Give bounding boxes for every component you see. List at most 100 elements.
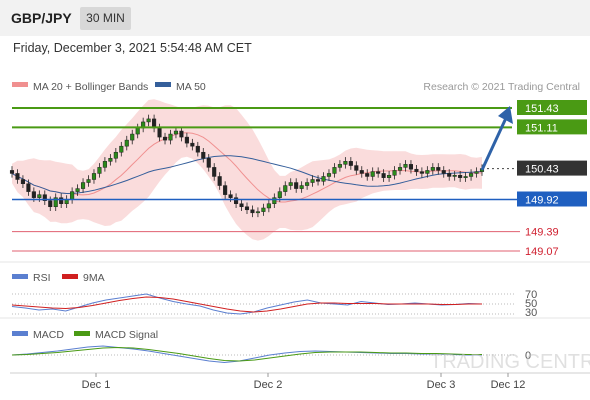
candle bbox=[414, 164, 419, 176]
credit-label: Research © 2021 Trading Central bbox=[423, 81, 580, 93]
candle bbox=[20, 175, 25, 188]
timeframe-button[interactable]: 30 MIN bbox=[80, 7, 131, 30]
candle bbox=[119, 141, 124, 157]
candle-body bbox=[31, 191, 36, 198]
candle-body bbox=[130, 133, 135, 141]
datetime-label: Friday, December 3, 2021 5:54:48 AM CET bbox=[13, 41, 252, 55]
rsi-legend-swatch bbox=[12, 274, 28, 279]
level-label-151.11: 151.11 bbox=[525, 122, 558, 134]
macd-legend-swatch bbox=[12, 331, 28, 336]
candle-body bbox=[15, 173, 20, 180]
candle-body bbox=[135, 127, 140, 135]
candle bbox=[337, 160, 342, 172]
watermark: TRADING CENTRAL bbox=[430, 351, 590, 373]
candle-body bbox=[348, 161, 353, 166]
candle-body bbox=[474, 171, 479, 174]
candle bbox=[469, 169, 474, 181]
level-box-149.92 bbox=[517, 191, 587, 207]
candle bbox=[206, 154, 211, 172]
candle bbox=[425, 166, 430, 178]
candle-body bbox=[414, 168, 419, 172]
candle-body bbox=[250, 209, 255, 214]
candle bbox=[348, 157, 353, 170]
candle-body bbox=[321, 176, 326, 182]
candle bbox=[86, 175, 91, 187]
candle-body bbox=[86, 179, 91, 183]
candle-body bbox=[239, 203, 244, 208]
candle bbox=[376, 167, 381, 178]
candle-body bbox=[272, 197, 277, 204]
candle bbox=[255, 207, 260, 218]
candle bbox=[146, 114, 151, 127]
candle-body bbox=[430, 167, 435, 171]
candle-body bbox=[387, 175, 392, 178]
candle bbox=[321, 172, 326, 186]
candle bbox=[447, 169, 452, 181]
candle-body bbox=[217, 176, 222, 186]
rsi-legend-label: RSI bbox=[33, 272, 51, 284]
candle bbox=[234, 193, 239, 208]
candle-body bbox=[365, 173, 370, 177]
candle-body bbox=[228, 194, 233, 198]
x-tick-label: Dec 3 bbox=[427, 379, 456, 391]
candle-body bbox=[397, 167, 403, 171]
candle-body bbox=[419, 171, 424, 174]
candle-body bbox=[212, 167, 217, 177]
projection-arrowhead bbox=[498, 106, 513, 124]
candle-body bbox=[168, 133, 173, 141]
candle-body bbox=[359, 170, 364, 174]
rsi-ma-line bbox=[11, 296, 482, 313]
macd-plot bbox=[11, 345, 515, 364]
candle bbox=[387, 171, 392, 182]
x-tick-label: Dec 1 bbox=[82, 379, 111, 391]
candle-body bbox=[381, 173, 386, 178]
candle-body bbox=[102, 161, 107, 168]
candle-body bbox=[206, 158, 211, 168]
ma20-legend-label: MA 20 + Bollinger Bands bbox=[33, 81, 148, 93]
candle-body bbox=[458, 175, 463, 178]
candle-body bbox=[310, 179, 315, 183]
candle bbox=[217, 172, 222, 190]
candle-body bbox=[392, 170, 397, 176]
candle bbox=[463, 172, 468, 182]
macd-signal-legend-label: MACD Signal bbox=[95, 329, 158, 341]
candle-body bbox=[223, 185, 228, 195]
candle-body bbox=[70, 191, 75, 200]
candle bbox=[80, 178, 86, 193]
candle bbox=[59, 193, 64, 208]
candle-body bbox=[124, 139, 129, 147]
candle-body bbox=[337, 164, 342, 168]
candle-body bbox=[108, 158, 113, 162]
candle bbox=[42, 190, 47, 205]
candle bbox=[53, 193, 58, 212]
candle-body bbox=[20, 179, 25, 184]
level-box-150.43 bbox=[517, 160, 587, 176]
rsi-tick-30: 30 bbox=[525, 307, 537, 319]
candle-body bbox=[80, 182, 86, 189]
candle-body bbox=[37, 194, 42, 198]
candle bbox=[75, 184, 80, 196]
level-label-149.39: 149.39 bbox=[525, 227, 559, 239]
candle-body bbox=[441, 170, 446, 174]
candle-body bbox=[190, 142, 195, 147]
candle-body bbox=[173, 130, 179, 135]
x-axis: Dec 1 Dec 2 Dec 3 Dec 12 bbox=[82, 373, 525, 391]
candle bbox=[184, 132, 189, 148]
x-tick-label: Dec 2 bbox=[254, 379, 283, 391]
candle bbox=[212, 163, 217, 181]
candle bbox=[474, 167, 479, 178]
candle-body bbox=[288, 182, 293, 186]
level-label-149.92: 149.92 bbox=[525, 194, 559, 206]
level-label-151.43: 151.43 bbox=[525, 103, 559, 115]
chart-header: GBP/JPY 30 MIN bbox=[0, 0, 590, 36]
levels-layer: 151.43 151.11 150.43 149.92 149.39 149.07 bbox=[12, 100, 587, 258]
level-box-151.43 bbox=[517, 100, 587, 115]
macd-legend: MACD MACD Signal bbox=[12, 329, 158, 341]
candle-body bbox=[113, 151, 118, 159]
candle-body bbox=[326, 173, 332, 177]
legend: MA 20 + Bollinger Bands MA 50 bbox=[12, 81, 206, 93]
level-box-151.11 bbox=[517, 119, 587, 135]
candle bbox=[332, 163, 337, 178]
rsi-ma-legend-label: 9MA bbox=[83, 272, 105, 284]
candle bbox=[436, 163, 441, 175]
